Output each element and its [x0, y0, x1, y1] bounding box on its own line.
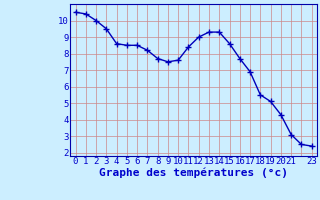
X-axis label: Graphe des températures (°c): Graphe des températures (°c) [99, 168, 288, 178]
